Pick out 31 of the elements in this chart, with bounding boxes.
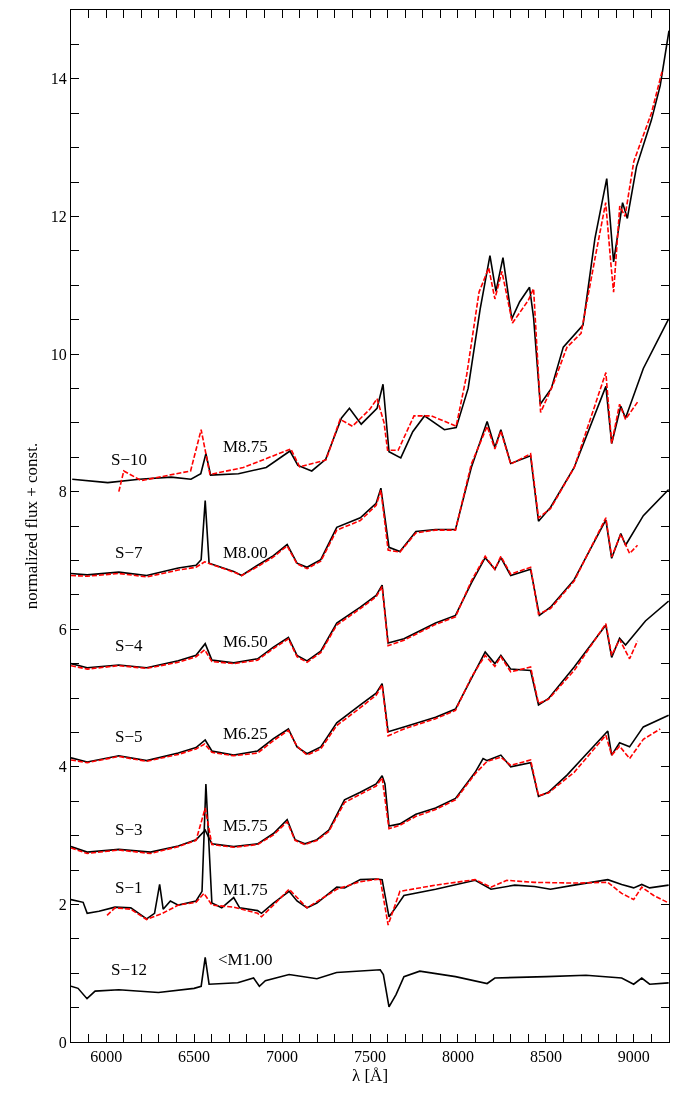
y-tick-label: 2 — [58, 896, 67, 913]
y-axis-title: normalized flux + const. — [22, 442, 42, 610]
series-label: S−4 — [115, 636, 144, 655]
y-tick-label: 12 — [50, 208, 67, 225]
y-tick-label: 8 — [58, 483, 67, 501]
series-label: M1.75 — [223, 880, 268, 899]
series-label: M6.50 — [223, 632, 268, 651]
annotation: <M1.00 — [218, 950, 273, 969]
series-label: S−5 — [115, 727, 143, 746]
series-label: S−10 — [111, 450, 148, 469]
y-tick-label: 6 — [58, 620, 67, 638]
series-label: M8.00 — [223, 543, 268, 562]
series-label: M6.25 — [223, 724, 268, 743]
x-tick-label: 9000 — [617, 1048, 650, 1066]
x-axis-title: λ [Å] — [351, 1065, 389, 1085]
x-tick-label: 7500 — [354, 1048, 386, 1066]
series-label: M8.75 — [223, 437, 268, 456]
x-tick-label: 8500 — [529, 1048, 562, 1066]
y-tick-label: 10 — [50, 345, 67, 363]
x-tick-label: 6500 — [178, 1048, 211, 1066]
y-tick-label: 14 — [50, 70, 67, 88]
series-label: S−12 — [111, 960, 148, 979]
x-tick-label: 8000 — [441, 1048, 474, 1066]
x-tick-label: 6000 — [90, 1048, 123, 1066]
y-tick-label: 4 — [58, 758, 67, 776]
series-label: S−7 — [115, 543, 144, 562]
series-label: M5.75 — [223, 816, 268, 835]
y-tick-label: 0 — [58, 1033, 67, 1051]
series-label: S−3 — [115, 820, 143, 839]
x-tick-label: 7000 — [266, 1048, 299, 1066]
series-label: S−1 — [115, 878, 143, 897]
